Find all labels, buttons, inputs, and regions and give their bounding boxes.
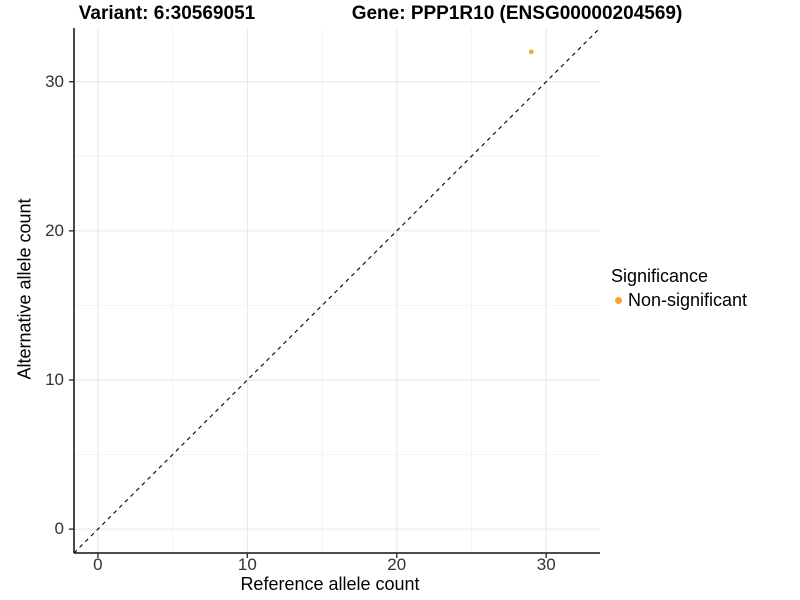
identity-line	[73, 27, 601, 554]
variant-title: Variant: 6:30569051	[78, 3, 256, 24]
x-tick-label: 0	[93, 555, 103, 574]
x-tick-label: 20	[387, 555, 407, 574]
y-tick-label: 0	[54, 519, 64, 539]
x-tick-label: 30	[536, 555, 556, 574]
y-axis-label: Alternative allele count	[14, 198, 35, 380]
x-tick-label: 10	[237, 555, 257, 574]
y-tick-label: 20	[45, 220, 64, 240]
orange-dot-icon	[615, 297, 622, 304]
legend: Significance Non-significant	[611, 266, 747, 311]
y-tick-label: 30	[45, 71, 64, 91]
legend-title: Significance	[611, 266, 709, 286]
data-point	[528, 49, 534, 55]
y-tick-label: 10	[45, 369, 64, 389]
legend-item: Non-significant	[611, 290, 747, 311]
gene-title: Gene: PPP1R10 (ENSG00000204569)	[351, 3, 683, 24]
x-axis-label: Reference allele count	[240, 574, 420, 594]
legend-item-label: Non-significant	[628, 290, 748, 310]
